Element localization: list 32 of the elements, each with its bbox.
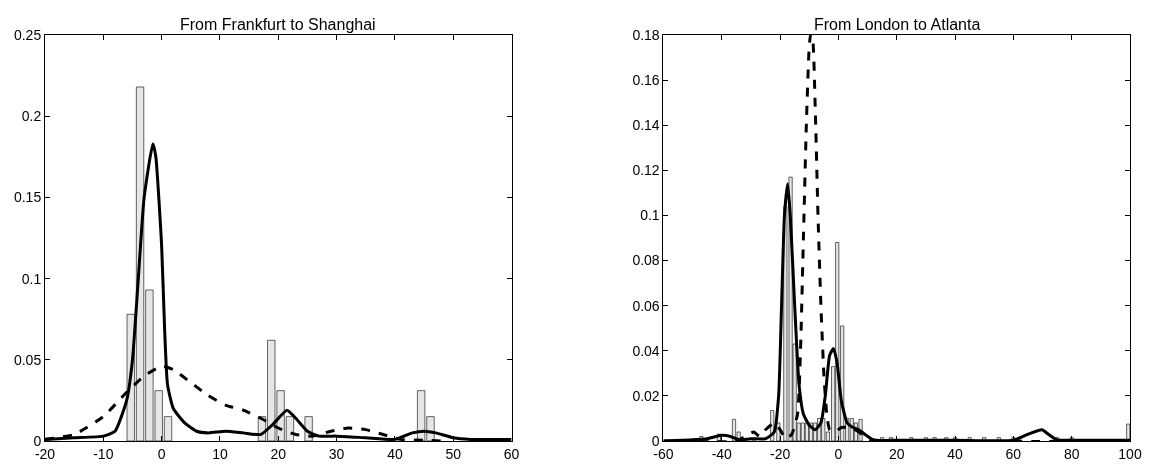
x-tick-label: 40 [387,445,403,462]
y-tick-label: 0.05 [13,351,42,368]
x-tick-label: 50 [445,445,462,462]
x-tick-label: 20 [888,445,905,462]
y-tick-label: 0.14 [632,117,660,134]
y-tick-label: 0.08 [632,252,660,269]
y-tick-label: 0.1 [640,207,660,224]
x-tick-label: 10 [212,445,228,462]
x-tick-label: 80 [1063,445,1080,462]
y-tick-label: 0.15 [13,189,42,206]
y-tick-label: 0.04 [632,342,660,359]
y-tick-label: 0.25 [13,26,42,43]
y-tick-label: 0.18 [632,26,660,43]
y-tick-label: 0.02 [632,387,660,404]
y-tick-label: 0.2 [21,108,42,125]
x-tick-label: 30 [328,445,345,462]
x-tick-label: 60 [503,445,520,462]
x-tick-label: 100 [1118,445,1142,462]
chart-title: From London to Atlanta [814,16,981,33]
x-tick-label: 0 [157,445,166,462]
y-tick-label: 0.1 [21,270,42,287]
x-tick-label: 60 [1005,445,1022,462]
x-tick-label: 40 [947,445,964,462]
y-tick-label: 0.06 [632,297,660,314]
x-tick-label: -20 [769,445,791,462]
y-tick-label: 0.16 [632,72,660,89]
x-tick-label: -40 [711,445,733,462]
chart-title: From Frankfurt to Shanghai [180,16,376,33]
x-tick-label: -10 [93,445,114,462]
y-tick-label: 0.12 [632,162,660,179]
x-tick-label: 20 [270,445,287,462]
x-tick-label: 0 [834,445,843,462]
